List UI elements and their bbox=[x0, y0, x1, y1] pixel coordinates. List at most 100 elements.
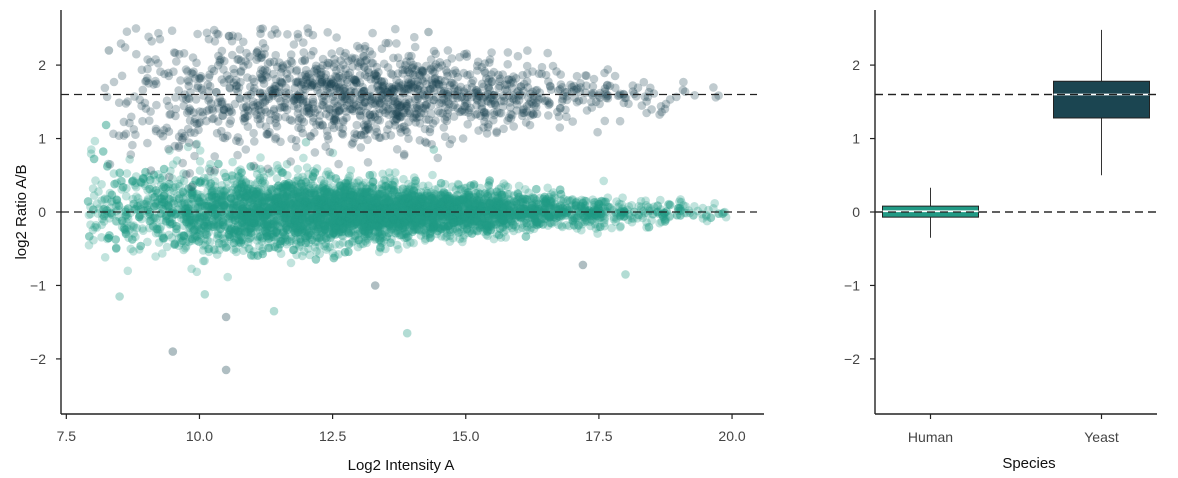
scatter-point bbox=[346, 166, 356, 175]
scatter-point bbox=[369, 184, 378, 193]
scatter-point bbox=[359, 210, 369, 220]
scatter-point bbox=[521, 215, 530, 225]
scatter-point bbox=[409, 212, 419, 221]
scatter-point bbox=[502, 211, 512, 221]
scatter-point bbox=[204, 244, 213, 254]
scatter-point bbox=[272, 160, 282, 170]
scatter-point bbox=[290, 198, 300, 208]
scatter-point bbox=[471, 207, 481, 217]
scatter-point bbox=[577, 217, 587, 227]
scatter-point bbox=[483, 231, 492, 241]
scatter-point bbox=[189, 187, 198, 197]
scatter-point bbox=[283, 182, 292, 191]
scatter-point bbox=[349, 226, 358, 235]
scatter-point bbox=[385, 202, 395, 212]
scatter-point bbox=[364, 200, 374, 210]
scatter-point bbox=[380, 203, 389, 213]
scatter-point bbox=[375, 201, 385, 211]
scatter-point bbox=[480, 201, 490, 211]
scatter-point bbox=[540, 208, 550, 217]
scatter-point bbox=[412, 196, 421, 206]
scatter-point bbox=[454, 216, 464, 226]
scatter-point bbox=[272, 232, 282, 241]
scatter-point bbox=[506, 216, 516, 226]
scatter-point bbox=[316, 203, 325, 213]
scatter-point bbox=[322, 206, 332, 216]
scatter-point bbox=[543, 221, 553, 230]
scatter-point bbox=[535, 193, 545, 203]
scatter-point bbox=[454, 228, 463, 237]
scatter-point bbox=[239, 182, 249, 191]
scatter-point bbox=[135, 245, 144, 254]
scatter-point bbox=[227, 185, 237, 195]
scatter-point bbox=[309, 225, 319, 235]
scatter-point bbox=[431, 198, 441, 208]
scatter-point bbox=[282, 191, 292, 201]
scatter-point bbox=[307, 174, 317, 184]
scatter-point bbox=[465, 193, 474, 202]
scatter-point bbox=[152, 224, 162, 234]
scatter-point bbox=[204, 164, 214, 173]
scatter-point bbox=[299, 247, 309, 256]
scatter-point bbox=[447, 182, 457, 191]
scatter-point bbox=[345, 211, 354, 220]
scatter-point bbox=[322, 204, 331, 213]
scatter-point bbox=[411, 217, 420, 227]
scatter-point bbox=[414, 214, 424, 223]
scatter-point bbox=[242, 185, 252, 194]
scatter-point bbox=[362, 201, 371, 211]
scatter-point bbox=[158, 184, 168, 193]
scatter-point bbox=[401, 211, 411, 221]
scatter-point bbox=[458, 222, 467, 232]
scatter-point bbox=[331, 197, 340, 207]
scatter-point bbox=[244, 194, 254, 204]
scatter-point bbox=[460, 210, 470, 220]
scatter-point bbox=[315, 249, 325, 259]
scatter-point bbox=[281, 200, 291, 210]
scatter-point bbox=[301, 213, 311, 222]
scatter-point bbox=[247, 208, 257, 218]
scatter-point bbox=[377, 207, 387, 216]
scatter-point bbox=[458, 195, 467, 205]
scatter-point bbox=[532, 184, 541, 194]
scatter-point bbox=[376, 243, 385, 252]
scatter-point bbox=[126, 244, 136, 254]
scatter-point bbox=[577, 225, 586, 235]
scatter-point bbox=[271, 217, 280, 226]
scatter-point bbox=[270, 195, 280, 205]
scatter-point bbox=[371, 206, 381, 215]
scatter-point bbox=[435, 208, 444, 217]
scatter-point bbox=[288, 224, 297, 233]
scatter-point bbox=[252, 208, 261, 218]
scatter-point bbox=[304, 181, 314, 191]
scatter-point bbox=[469, 181, 479, 191]
scatter-point bbox=[189, 226, 198, 236]
scatter-point bbox=[225, 211, 235, 221]
scatter-point bbox=[499, 198, 509, 208]
scatter-point bbox=[200, 201, 209, 211]
scatter-point bbox=[298, 194, 307, 203]
scatter-point bbox=[386, 202, 396, 212]
scatter-point bbox=[254, 211, 264, 220]
scatter-point bbox=[128, 177, 137, 186]
scatter-point bbox=[394, 222, 404, 232]
scatter-point bbox=[353, 199, 363, 208]
scatter-point bbox=[330, 251, 340, 261]
scatter-point bbox=[412, 204, 422, 214]
scatter-point bbox=[335, 225, 344, 234]
scatter-point bbox=[250, 215, 260, 225]
scatter-point bbox=[486, 221, 496, 231]
scatter-point bbox=[402, 200, 411, 209]
scatter-point bbox=[149, 170, 159, 180]
scatter-point bbox=[319, 227, 329, 236]
scatter-point bbox=[306, 230, 316, 240]
scatter-point bbox=[280, 200, 289, 210]
scatter-point bbox=[334, 203, 343, 213]
scatter-point bbox=[261, 210, 271, 219]
scatter-point bbox=[445, 237, 455, 246]
scatter-point bbox=[92, 223, 102, 232]
scatter-point bbox=[298, 190, 308, 200]
scatter-point bbox=[378, 189, 387, 199]
scatter-point bbox=[114, 201, 124, 210]
scatter-point bbox=[557, 210, 566, 220]
